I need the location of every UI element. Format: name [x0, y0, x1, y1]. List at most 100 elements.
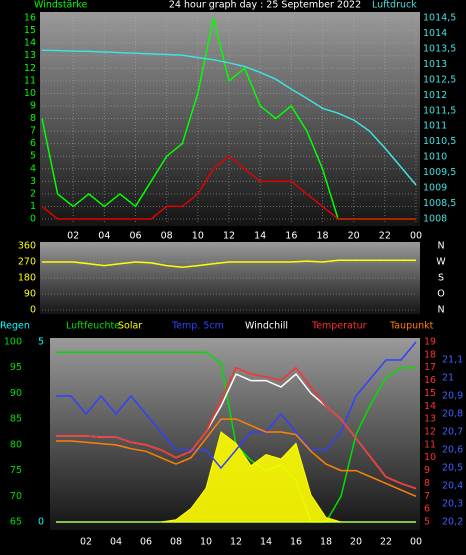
- y-tick-label: 1: [30, 201, 36, 212]
- y2-tick-label: 12: [424, 427, 436, 438]
- y2-tick-label: 6: [424, 504, 430, 515]
- y2-tick-label: 11: [424, 439, 436, 450]
- y-tick-label: 15: [24, 25, 36, 36]
- y2-tick-label: 1012,5: [423, 74, 456, 85]
- y2-tick-label: W: [436, 257, 446, 268]
- y-tick-label: 90: [10, 388, 22, 399]
- y2-tick-label: 8: [424, 478, 430, 489]
- y-tick-label: 11: [24, 75, 36, 86]
- y4-tick-label: 20,6: [442, 445, 463, 456]
- y-tick-label: 9: [30, 100, 36, 111]
- y2-tick-label: 1013,5: [423, 43, 456, 54]
- x-tick-label: 00: [410, 537, 422, 548]
- y-tick-label: 0: [30, 305, 36, 316]
- y2-axis-label: Luftdruck: [372, 0, 417, 11]
- x-tick-label: 02: [80, 537, 92, 548]
- y2-tick-label: N: [437, 305, 444, 316]
- legend-label: Regen: [0, 321, 30, 332]
- y-tick-label: 4: [30, 163, 36, 174]
- y4-tick-label: 20,7: [442, 427, 463, 438]
- x-tick-label: 02: [67, 231, 79, 242]
- y2-tick-label: 5: [424, 517, 430, 528]
- y2-tick-label: 7: [424, 491, 430, 502]
- x-tick-label: 16: [285, 231, 297, 242]
- x-tick-label: 20: [350, 537, 362, 548]
- y-axis-label: Windstärke: [34, 0, 87, 11]
- legend-label: Windchill: [245, 321, 288, 332]
- y2-tick-label: 1009,5: [423, 167, 456, 178]
- series-line: [56, 366, 417, 490]
- y-tick-label: 10: [24, 88, 36, 99]
- y-tick-label: 95: [10, 362, 22, 373]
- y-tick-label: 0: [30, 214, 36, 225]
- x-tick-label: 20: [348, 231, 360, 242]
- x-tick-label: 22: [380, 537, 392, 548]
- y2-tick-label: 15: [424, 388, 436, 399]
- y4-tick-label: 20,3: [442, 499, 463, 510]
- x-tick-label: 16: [290, 537, 302, 548]
- chart-title: 24 hour graph day : 25 September 2022: [169, 0, 361, 11]
- y4-tick-label: 21: [442, 373, 454, 384]
- legend-label: Taupunkt: [389, 321, 434, 332]
- x-tick-label: 18: [316, 231, 328, 242]
- y-tick-label: 90: [24, 289, 36, 300]
- series-line: [56, 341, 417, 470]
- x-tick-label: 08: [161, 231, 173, 242]
- y2-tick-label: 1014: [423, 28, 447, 39]
- y2-tick-label: 1008,5: [423, 198, 456, 209]
- y4-tick-label: 20,9: [442, 391, 463, 402]
- x-tick-label: 12: [223, 231, 235, 242]
- plot-background: [40, 12, 420, 226]
- x-tick-label: 12: [230, 537, 242, 548]
- x-tick-label: 22: [379, 231, 391, 242]
- y2-tick-label: 1011: [423, 121, 447, 132]
- y-tick-label: 180: [18, 273, 36, 284]
- y2-tick-label: N: [437, 241, 444, 252]
- y-tick-label: 8: [30, 113, 36, 124]
- y3-tick-label: 5: [38, 337, 44, 348]
- y-tick-label: 270: [18, 257, 36, 268]
- x-tick-label: 14: [254, 231, 266, 242]
- y4-tick-label: 20,4: [442, 481, 463, 492]
- y2-tick-label: 10: [424, 452, 436, 463]
- y2-tick-label: 1013: [423, 59, 447, 70]
- y-tick-label: 65: [10, 517, 22, 528]
- y-tick-label: 2: [30, 188, 36, 199]
- y-tick-label: 85: [10, 414, 22, 425]
- y2-tick-label: 14: [424, 401, 436, 412]
- x-tick-label: 06: [140, 537, 152, 548]
- y4-tick-label: 21,1: [442, 355, 463, 366]
- y-tick-label: 12: [24, 63, 36, 74]
- y3-tick-label: 0: [38, 517, 44, 528]
- y-tick-label: 70: [10, 491, 22, 502]
- y2-tick-label: 1008: [423, 214, 447, 225]
- y2-tick-label: 13: [424, 414, 436, 425]
- legend-label: Temperatur: [311, 321, 367, 332]
- y-tick-label: 16: [24, 13, 36, 24]
- x-tick-label: 14: [260, 537, 272, 548]
- y-tick-label: 100: [4, 337, 22, 348]
- y-tick-label: 13: [24, 50, 36, 61]
- y2-tick-label: 9: [424, 465, 430, 476]
- y2-tick-label: 1010,5: [423, 136, 456, 147]
- y2-tick-label: 18: [424, 349, 436, 360]
- series-line: [42, 259, 416, 269]
- y-tick-label: 3: [30, 176, 36, 187]
- legend-label: Temp. 5cm: [171, 321, 224, 332]
- series-line: [41, 155, 416, 220]
- y4-tick-label: 20,8: [442, 409, 463, 420]
- y2-tick-label: 1014,5: [423, 13, 456, 24]
- y2-tick-label: 1012: [423, 90, 447, 101]
- y-tick-label: 14: [24, 38, 36, 49]
- x-tick-label: 10: [200, 537, 212, 548]
- y-tick-label: 75: [10, 465, 22, 476]
- y4-tick-label: 20,5: [442, 463, 463, 474]
- y2-tick-label: 1011,5: [423, 105, 456, 116]
- y2-tick-label: 1010: [423, 152, 447, 163]
- y-tick-label: 80: [10, 439, 22, 450]
- x-tick-label: 04: [110, 537, 122, 548]
- y-tick-label: 7: [30, 126, 36, 137]
